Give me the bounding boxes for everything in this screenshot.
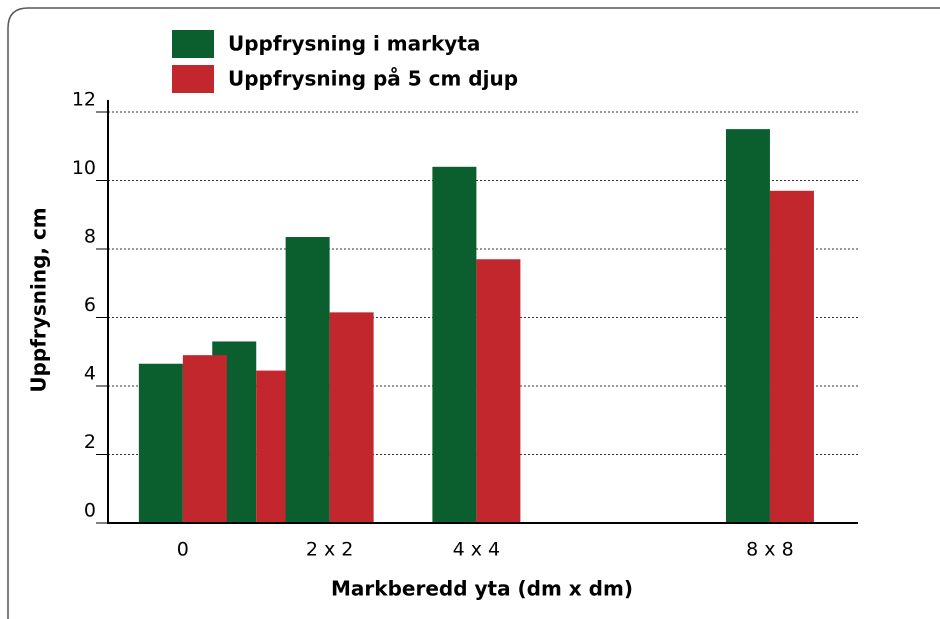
y-tick-label: 10 (72, 157, 96, 179)
frame (7, 7, 940, 619)
bar (769, 190, 814, 523)
bar (476, 259, 521, 523)
bar (182, 355, 227, 523)
legend-label: Uppfrysning på 5 cm djup (228, 67, 518, 91)
x-tick-label: 4 x 4 (453, 539, 501, 561)
legend-swatch (172, 30, 214, 58)
bar (138, 363, 183, 523)
y-tick-label: 2 (84, 431, 96, 453)
x-tick-label: 8 x 8 (746, 539, 794, 561)
bar (432, 166, 477, 524)
legend-swatch (172, 65, 214, 93)
y-tick-label: 6 (84, 294, 96, 316)
x-axis-label: Markberedd yta (dm x dm) (331, 577, 633, 601)
x-tick-label: 2 x 2 (306, 539, 354, 561)
bar (725, 129, 770, 523)
bar (285, 237, 330, 523)
bar (329, 312, 374, 523)
y-axis-label: Uppfrysning, cm (27, 207, 51, 392)
y-tick-label: 0 (84, 500, 96, 522)
y-tick-label: 4 (84, 363, 96, 385)
y-tick-label: 12 (72, 89, 96, 111)
legend-label: Uppfrysning i markyta (228, 32, 480, 56)
x-tick-label: 0 (177, 539, 189, 561)
y-tick-label: 8 (84, 226, 96, 248)
